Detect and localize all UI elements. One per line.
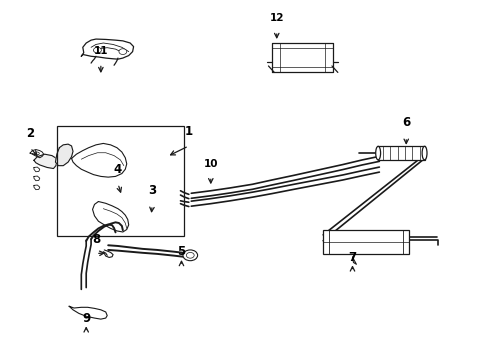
Polygon shape [69,306,107,319]
Polygon shape [55,144,73,166]
Polygon shape [93,202,129,232]
Text: 6: 6 [402,116,410,129]
Polygon shape [72,143,127,177]
Polygon shape [272,43,333,72]
Text: 3: 3 [148,184,156,197]
Text: 7: 7 [348,251,357,264]
Polygon shape [34,154,57,168]
Polygon shape [34,167,40,172]
Circle shape [119,49,127,54]
Text: 10: 10 [203,158,218,168]
Text: 1: 1 [185,125,193,138]
Circle shape [186,252,194,258]
Text: 9: 9 [82,311,90,324]
Text: 12: 12 [270,13,284,23]
Polygon shape [34,176,40,181]
Text: 11: 11 [94,46,108,55]
Text: 4: 4 [114,163,122,176]
Bar [323,230,409,253]
Ellipse shape [422,146,427,160]
Circle shape [94,47,101,53]
Circle shape [183,250,197,261]
Text: 2: 2 [26,127,34,140]
Bar [57,126,184,235]
Polygon shape [81,39,134,59]
Text: 8: 8 [92,233,100,246]
Ellipse shape [34,152,39,155]
Ellipse shape [376,146,381,160]
Polygon shape [34,185,40,190]
Polygon shape [30,149,44,158]
Text: 5: 5 [177,245,186,258]
Bar [378,146,424,160]
